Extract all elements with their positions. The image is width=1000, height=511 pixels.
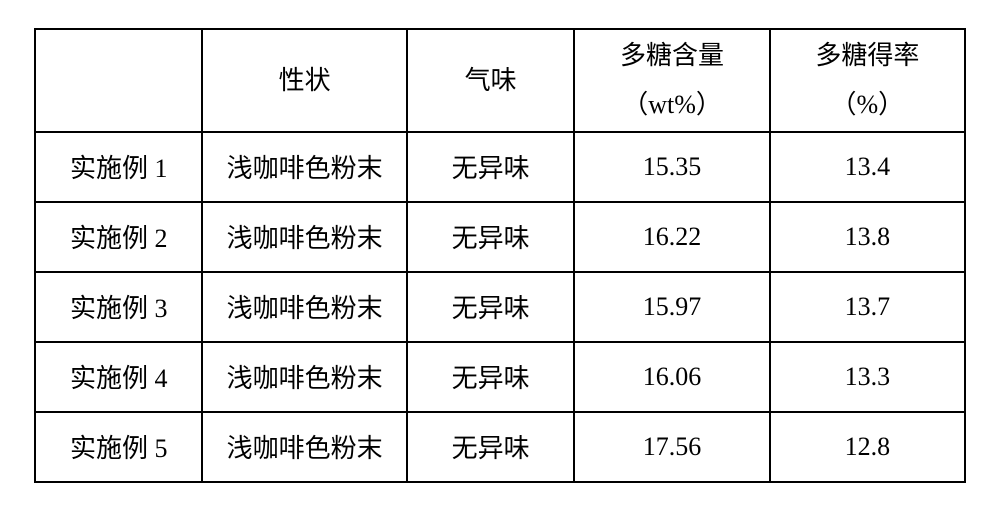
cell-content: 15.97	[574, 272, 769, 342]
cell-odor: 无异味	[407, 132, 574, 202]
cell-property: 浅咖啡色粉末	[202, 202, 407, 272]
col-header-label-line1: 多糖得率	[815, 41, 919, 70]
col-header-example	[35, 29, 202, 132]
table-row: 实施例 2 浅咖啡色粉末 无异味 16.22 13.8	[35, 202, 965, 272]
cell-yield: 13.4	[770, 132, 965, 202]
col-header-label-line2: （%）	[831, 90, 905, 119]
cell-property: 浅咖啡色粉末	[202, 342, 407, 412]
cell-example: 实施例 3	[35, 272, 202, 342]
cell-content: 16.22	[574, 202, 769, 272]
cell-odor: 无异味	[407, 342, 574, 412]
table-row: 实施例 5 浅咖啡色粉末 无异味 17.56 12.8	[35, 412, 965, 482]
cell-property: 浅咖啡色粉末	[202, 272, 407, 342]
table-row: 实施例 3 浅咖啡色粉末 无异味 15.97 13.7	[35, 272, 965, 342]
cell-content: 17.56	[574, 412, 769, 482]
col-header-yield: 多糖得率 （%）	[770, 29, 965, 132]
col-header-property: 性状	[202, 29, 407, 132]
table-row: 实施例 1 浅咖啡色粉末 无异味 15.35 13.4	[35, 132, 965, 202]
cell-example: 实施例 2	[35, 202, 202, 272]
col-header-label-line1: 多糖含量	[620, 41, 724, 70]
cell-content: 16.06	[574, 342, 769, 412]
table-container: 性状 气味 多糖含量 （wt%） 多糖得率 （%） 实施例 1 浅咖啡色粉末 无…	[0, 0, 1000, 511]
cell-yield: 13.7	[770, 272, 965, 342]
cell-example: 实施例 1	[35, 132, 202, 202]
cell-odor: 无异味	[407, 412, 574, 482]
cell-odor: 无异味	[407, 272, 574, 342]
cell-content: 15.35	[574, 132, 769, 202]
col-header-label: 气味	[465, 66, 517, 95]
table-header-row: 性状 气味 多糖含量 （wt%） 多糖得率 （%）	[35, 29, 965, 132]
col-header-odor: 气味	[407, 29, 574, 132]
cell-example: 实施例 4	[35, 342, 202, 412]
data-table: 性状 气味 多糖含量 （wt%） 多糖得率 （%） 实施例 1 浅咖啡色粉末 无…	[34, 28, 966, 483]
col-header-content: 多糖含量 （wt%）	[574, 29, 769, 132]
cell-yield: 13.3	[770, 342, 965, 412]
cell-property: 浅咖啡色粉末	[202, 412, 407, 482]
col-header-label: 性状	[279, 66, 331, 95]
cell-property: 浅咖啡色粉末	[202, 132, 407, 202]
cell-yield: 13.8	[770, 202, 965, 272]
cell-yield: 12.8	[770, 412, 965, 482]
col-header-label-line2: （wt%）	[622, 90, 722, 119]
table-row: 实施例 4 浅咖啡色粉末 无异味 16.06 13.3	[35, 342, 965, 412]
cell-example: 实施例 5	[35, 412, 202, 482]
cell-odor: 无异味	[407, 202, 574, 272]
